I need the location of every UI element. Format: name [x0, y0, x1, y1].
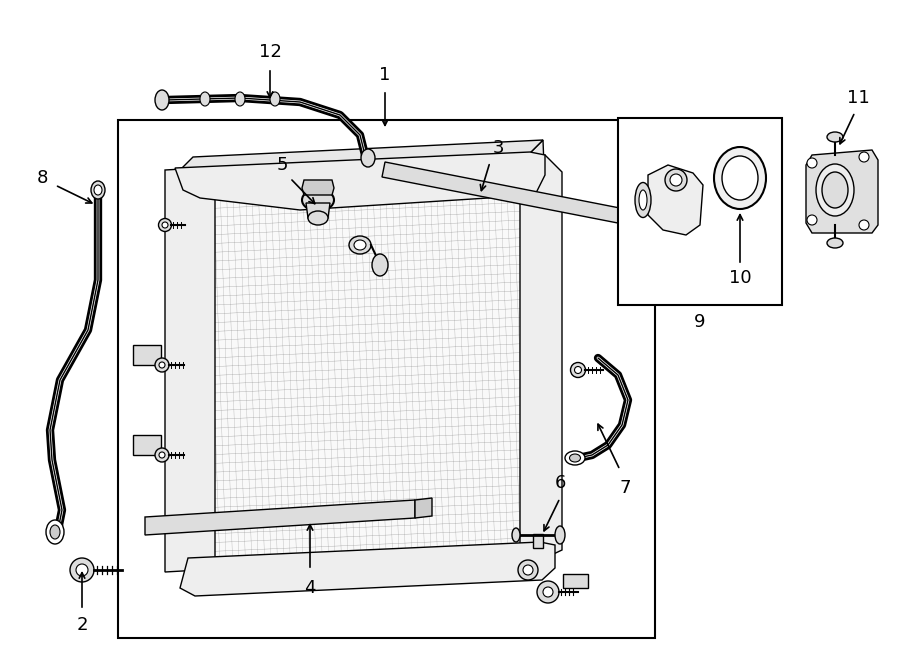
Text: 7: 7 — [619, 479, 631, 497]
Ellipse shape — [200, 92, 210, 106]
Ellipse shape — [158, 219, 172, 231]
Ellipse shape — [565, 451, 585, 465]
Ellipse shape — [94, 185, 102, 195]
Ellipse shape — [639, 190, 647, 210]
Ellipse shape — [349, 236, 371, 254]
Polygon shape — [648, 165, 703, 235]
Ellipse shape — [155, 358, 169, 372]
Text: 9: 9 — [694, 313, 706, 331]
Bar — [563, 574, 588, 588]
Ellipse shape — [670, 174, 682, 186]
Text: 6: 6 — [554, 474, 566, 492]
Ellipse shape — [50, 525, 60, 539]
Polygon shape — [175, 152, 545, 210]
Bar — [133, 435, 161, 455]
Text: 2: 2 — [76, 616, 88, 634]
Circle shape — [543, 587, 553, 597]
Bar — [118, 120, 655, 638]
Ellipse shape — [512, 528, 520, 542]
Polygon shape — [175, 158, 540, 570]
Ellipse shape — [91, 181, 105, 199]
Polygon shape — [628, 207, 648, 225]
Text: 11: 11 — [847, 89, 869, 107]
Circle shape — [807, 158, 817, 168]
Ellipse shape — [361, 149, 375, 167]
Ellipse shape — [555, 526, 565, 544]
Polygon shape — [145, 500, 415, 535]
Polygon shape — [806, 150, 878, 233]
Ellipse shape — [574, 366, 581, 373]
Circle shape — [76, 564, 88, 576]
Ellipse shape — [159, 452, 165, 458]
Polygon shape — [175, 140, 543, 175]
Ellipse shape — [46, 520, 64, 544]
Ellipse shape — [235, 92, 245, 106]
Ellipse shape — [155, 448, 169, 462]
Ellipse shape — [714, 147, 766, 209]
Polygon shape — [306, 203, 330, 218]
Text: 5: 5 — [276, 156, 288, 174]
Polygon shape — [165, 168, 215, 572]
Ellipse shape — [270, 92, 280, 106]
Polygon shape — [525, 140, 558, 555]
Ellipse shape — [635, 182, 651, 217]
Ellipse shape — [816, 164, 854, 216]
Circle shape — [518, 560, 538, 580]
Bar — [618, 118, 782, 305]
Ellipse shape — [665, 169, 687, 191]
Text: 8: 8 — [36, 169, 48, 187]
Ellipse shape — [570, 454, 580, 462]
Circle shape — [807, 215, 817, 225]
Bar — [533, 534, 543, 548]
Ellipse shape — [155, 90, 169, 110]
Polygon shape — [415, 498, 432, 518]
Ellipse shape — [162, 222, 168, 228]
Text: 10: 10 — [729, 269, 751, 287]
Ellipse shape — [354, 240, 366, 250]
Circle shape — [523, 565, 533, 575]
Text: 1: 1 — [379, 66, 391, 84]
Circle shape — [70, 558, 94, 582]
Ellipse shape — [722, 156, 758, 200]
Ellipse shape — [571, 362, 586, 377]
Ellipse shape — [159, 362, 165, 368]
Ellipse shape — [308, 211, 328, 225]
Polygon shape — [520, 155, 562, 558]
Ellipse shape — [827, 238, 843, 248]
Text: 12: 12 — [258, 43, 282, 61]
Polygon shape — [302, 180, 334, 195]
Circle shape — [859, 152, 869, 162]
Text: 3: 3 — [492, 139, 504, 157]
Polygon shape — [382, 162, 630, 225]
Ellipse shape — [827, 132, 843, 142]
Circle shape — [537, 581, 559, 603]
Ellipse shape — [302, 189, 334, 211]
Circle shape — [859, 220, 869, 230]
Ellipse shape — [822, 172, 848, 208]
Polygon shape — [180, 542, 555, 596]
Ellipse shape — [372, 254, 388, 276]
Text: 4: 4 — [304, 579, 316, 597]
Bar — [133, 345, 161, 365]
